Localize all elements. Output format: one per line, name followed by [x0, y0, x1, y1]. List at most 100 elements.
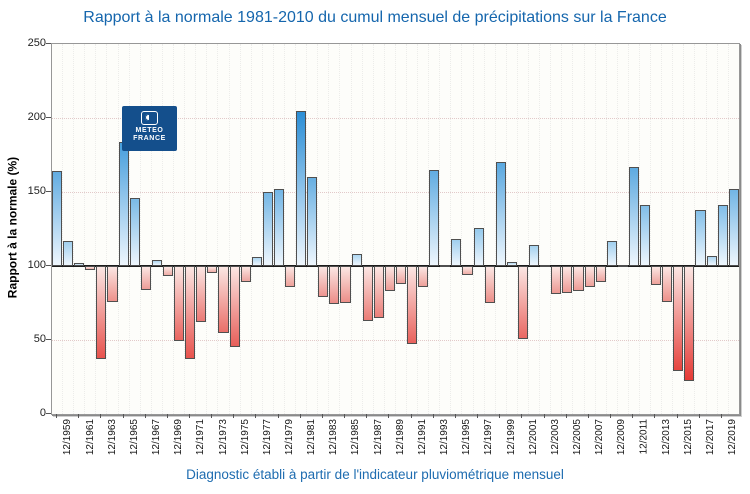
chart-caption: Diagnostic établi à partir de l'indicate… — [186, 467, 564, 482]
gridline-150 — [52, 192, 739, 193]
slot-12/2009 — [606, 44, 618, 414]
y-tick-label-250: 250 — [27, 36, 46, 49]
bar-12/2015 — [673, 266, 684, 372]
x-tick-label-12/1961: 12/1961 — [84, 419, 96, 456]
y-axis-title: Rapport à la normale (%) — [5, 156, 20, 299]
slot-12/1963 — [96, 44, 108, 414]
slot-12/2001 — [517, 44, 530, 414]
bar-12/1977 — [251, 257, 262, 266]
x-tick-label-12/1987: 12/1987 — [372, 419, 384, 456]
x-tick-mark-12/1971 — [189, 414, 190, 418]
y-tick-label-200: 200 — [27, 110, 46, 123]
slot-12/2004 — [551, 44, 563, 414]
x-tick-mark-12/2019 — [720, 414, 722, 418]
slot-12/2016 — [684, 44, 696, 414]
slot-12/1972 — [196, 44, 208, 414]
bar-12/1993 — [429, 169, 440, 266]
y-tick-mark-150 — [46, 190, 51, 192]
bar-12/1966 — [129, 197, 140, 266]
slot-12/2007 — [584, 44, 596, 414]
x-tick-label-12/1967: 12/1967 — [151, 419, 163, 456]
x-tick-mark-12/1965 — [122, 414, 124, 418]
slot-12/2018 — [706, 44, 718, 414]
bar-12/1969 — [162, 266, 174, 277]
x-tick-mark-12/2007 — [587, 414, 589, 418]
slot-12/1983 — [318, 44, 330, 414]
bar-12/1971 — [185, 266, 196, 360]
x-tick-label-12/2007: 12/2007 — [594, 419, 606, 456]
chart-title: Rapport à la normale 1981-2010 du cumul … — [83, 9, 667, 26]
meteo-france-logo: METEO FRANCE — [122, 106, 177, 151]
x-tick-mark-12/1977 — [255, 414, 257, 418]
x-tick-label-12/2015: 12/2015 — [683, 419, 695, 456]
x-tick-label-12/1993: 12/1993 — [439, 419, 451, 456]
bar-12/2009 — [606, 240, 617, 266]
x-tick-mark-12/1999 — [499, 414, 501, 418]
bar-12/2020 — [728, 189, 739, 266]
x-tick-mark-12/2003 — [543, 414, 545, 418]
x-tick-mark-12/1985 — [344, 414, 346, 418]
y-tick-mark-200 — [46, 116, 51, 118]
x-tick-label-12/1985: 12/1985 — [350, 419, 362, 456]
slot-12/1991 — [407, 44, 419, 414]
x-tick-label-12/1969: 12/1969 — [173, 419, 185, 456]
bar-12/1988 — [373, 266, 384, 318]
x-tick-mark-12/1961 — [78, 414, 80, 418]
x-tick-label-12/1963: 12/1963 — [106, 419, 118, 456]
slot-12/1982 — [307, 44, 319, 414]
x-tick-label-12/1999: 12/1999 — [505, 419, 517, 456]
slot-12/1964 — [107, 44, 119, 414]
bar-12/1992 — [418, 266, 429, 287]
bar-12/1997 — [473, 227, 484, 266]
bar-12/1980 — [284, 266, 296, 287]
bar-12/1962 — [85, 266, 96, 271]
bar-12/2000 — [506, 261, 517, 266]
bar-12/1968 — [151, 260, 162, 266]
slot-12/1960 — [63, 44, 75, 414]
y-tick-mark-250 — [46, 42, 51, 44]
slot-12/1962 — [85, 44, 97, 414]
bar-12/2019 — [717, 205, 728, 266]
slot-12/1959 — [52, 44, 64, 414]
slot-12/2008 — [595, 44, 607, 414]
y-tick-mark-0 — [46, 412, 51, 414]
bar-12/1978 — [262, 192, 273, 266]
x-tick-mark-12/1981 — [299, 414, 301, 418]
bar-12/1996 — [462, 266, 473, 275]
bar-12/2011 — [628, 166, 639, 266]
x-tick-label-12/2017: 12/2017 — [705, 419, 717, 456]
bar-12/1959 — [52, 171, 63, 266]
bar-12/1983 — [318, 266, 329, 298]
slot-12/1973 — [207, 44, 219, 414]
slot-12/1999 — [495, 44, 507, 414]
bar-12/1998 — [484, 266, 495, 303]
bar-12/2007 — [584, 266, 595, 287]
slot-12/1993 — [429, 44, 441, 414]
bar-12/1972 — [196, 266, 207, 323]
bar-12/2001 — [517, 266, 529, 339]
x-tick-mark-12/2011 — [632, 414, 634, 418]
x-tick-mark-12/1989 — [388, 414, 390, 418]
x-tick-label-12/2005: 12/2005 — [572, 419, 584, 456]
x-tick-label-12/1971: 12/1971 — [195, 419, 207, 456]
bar-12/2003 — [540, 265, 551, 267]
bar-12/2016 — [684, 266, 695, 382]
x-tick-label-12/2003: 12/2003 — [550, 419, 562, 456]
x-tick-label-12/1973: 12/1973 — [217, 419, 229, 456]
x-tick-mark-12/1979 — [277, 414, 279, 418]
slot-12/2011 — [628, 44, 640, 414]
x-tick-label-12/1977: 12/1977 — [262, 419, 273, 456]
slot-12/2013 — [651, 44, 663, 414]
slot-12/1976 — [240, 44, 252, 414]
slot-12/1989 — [384, 44, 396, 414]
bar-12/2008 — [595, 266, 606, 283]
bar-12/1974 — [218, 266, 229, 333]
x-tick-mark-12/1991 — [410, 414, 412, 418]
slot-12/1969 — [162, 44, 175, 414]
x-tick-mark-12/1967 — [144, 414, 146, 418]
slot-12/1981 — [296, 44, 308, 414]
x-tick-label-12/1965: 12/1965 — [129, 419, 141, 456]
bar-12/2006 — [573, 266, 584, 292]
bar-12/2017 — [695, 209, 706, 266]
